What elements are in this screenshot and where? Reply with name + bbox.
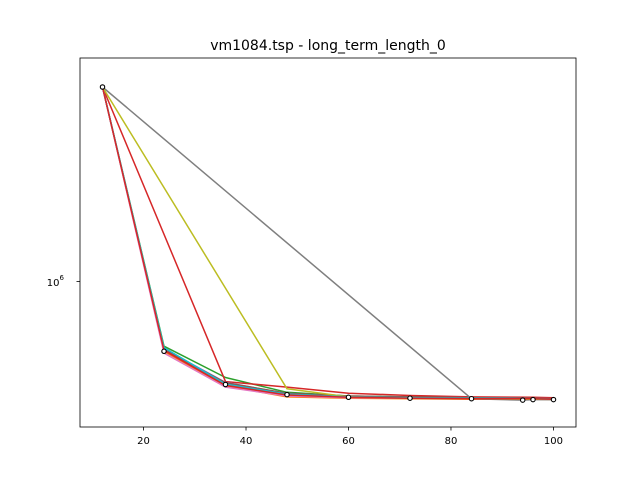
data-marker xyxy=(284,391,290,398)
x-tick-label: 60 xyxy=(342,436,355,447)
data-marker xyxy=(99,84,106,90)
data-marker xyxy=(161,348,167,355)
x-tick-label: 80 xyxy=(445,436,458,447)
y-tick-label: 106 xyxy=(47,274,65,289)
plot-frame xyxy=(79,57,577,428)
x-axis: 20 40 60 80 100 xyxy=(137,427,563,447)
data-marker xyxy=(550,396,557,403)
marker-layer xyxy=(99,84,557,403)
chart-title: vm1084.tsp - long_term_length_0 xyxy=(210,38,446,54)
data-marker xyxy=(519,397,526,403)
x-tick-label: 100 xyxy=(544,436,563,447)
x-tick-label: 20 xyxy=(137,436,150,447)
data-marker xyxy=(345,394,352,401)
series-line-4 xyxy=(101,86,554,399)
y-axis: 106 xyxy=(47,274,80,289)
x-tick-label: 40 xyxy=(240,436,253,447)
series-layer xyxy=(101,86,554,401)
data-marker xyxy=(407,395,413,401)
data-marker xyxy=(468,395,475,402)
data-marker xyxy=(530,396,536,403)
data-marker xyxy=(222,381,229,388)
